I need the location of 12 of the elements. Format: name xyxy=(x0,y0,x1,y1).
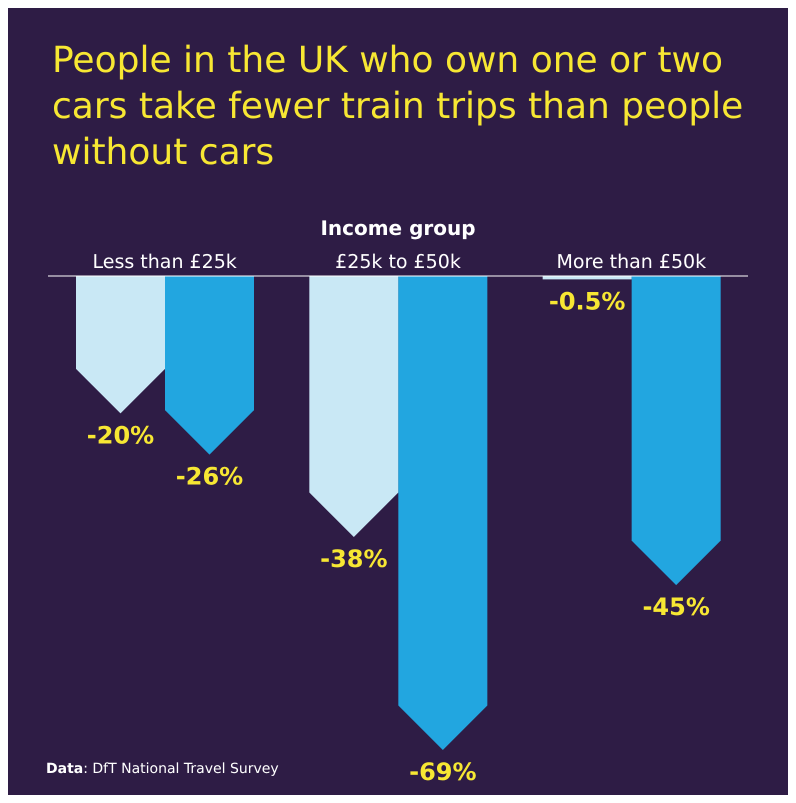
x-tick-label: Less than £25k xyxy=(92,251,237,273)
data-label: -0.5% xyxy=(548,287,626,316)
data-label: -45% xyxy=(642,593,710,622)
x-tick-label: £25k to £50k xyxy=(335,251,461,273)
data-label: -20% xyxy=(86,421,154,450)
x-tick-label: More than £50k xyxy=(556,251,706,273)
data-label: -38% xyxy=(320,545,388,574)
data-label: -26% xyxy=(176,462,244,491)
text: Data: DfT National Travel Survey xyxy=(46,761,279,777)
x-axis-title: Income group xyxy=(319,216,477,240)
chart-title: People in the UK who own one or two cars take fewer train trips than people without cars xyxy=(51,39,744,173)
data-label: -69% xyxy=(409,758,477,786)
